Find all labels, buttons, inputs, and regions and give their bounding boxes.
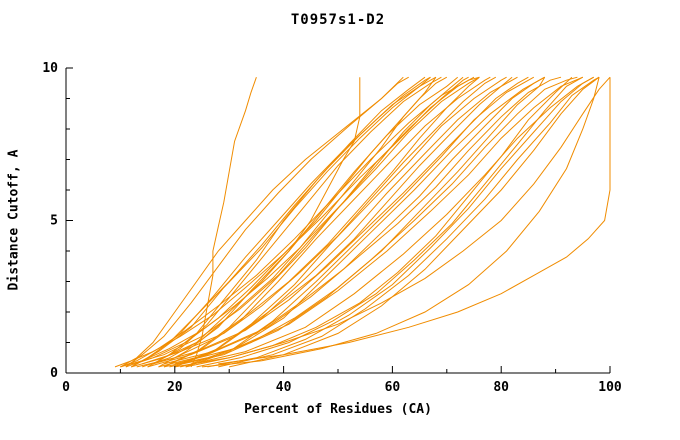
y-tick-label: 0 (50, 366, 58, 381)
model-curve (169, 76, 491, 365)
model-curve (207, 76, 594, 368)
x-tick-label: 0 (62, 380, 70, 395)
model-curve (147, 76, 513, 368)
x-tick-label: 100 (598, 380, 622, 395)
model-curve (163, 76, 546, 368)
model-curve (147, 76, 426, 368)
x-tick-label: 60 (385, 380, 401, 395)
y-tick-label: 5 (50, 214, 58, 229)
x-tick-label: 40 (276, 380, 292, 395)
y-tick-label: 10 (42, 61, 58, 76)
model-curve (185, 76, 573, 368)
model-curve (131, 76, 464, 365)
model-curve (142, 76, 469, 368)
model-curve (131, 76, 431, 368)
chart-title: T0957s1-D2 (290, 12, 386, 28)
model-curve (229, 76, 600, 368)
model-curve (201, 77, 600, 368)
model-curve (120, 76, 480, 368)
model-curve (125, 76, 409, 368)
model-curve (120, 76, 437, 368)
model-curve (190, 76, 545, 365)
model-curve (152, 76, 442, 365)
x-axis-label: Percent of Residues (CA) (244, 402, 432, 417)
model-curve (196, 76, 584, 368)
x-tick-label: 80 (493, 380, 509, 395)
model-curve (185, 76, 535, 368)
model-curve (174, 76, 583, 365)
model-curve (180, 76, 594, 368)
model-curve (174, 76, 611, 368)
model-curve (180, 76, 518, 365)
model-curve (120, 76, 404, 368)
model-curve (169, 76, 578, 368)
model-curve (158, 76, 545, 368)
model-curve (174, 76, 507, 368)
model-curve (136, 76, 437, 365)
model-curve (218, 76, 600, 368)
x-tick-label: 20 (167, 380, 183, 395)
